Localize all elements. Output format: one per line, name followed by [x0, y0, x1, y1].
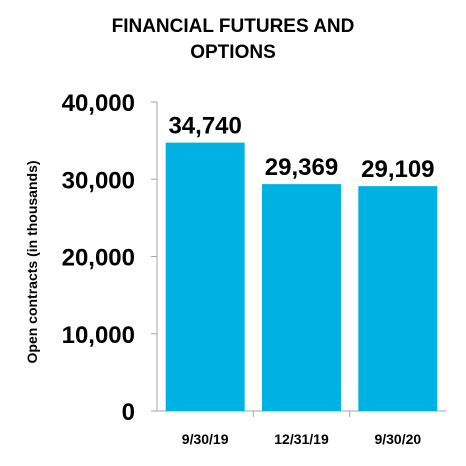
bar-12-31-19	[262, 184, 341, 411]
y-axis-title: Open contracts (in thousands)	[24, 160, 40, 363]
data-label: 29,369	[265, 154, 338, 181]
y-tick-label: 10,000	[62, 322, 135, 349]
x-category-label: 9/30/19	[182, 431, 229, 447]
chart-title-line-1: FINANCIAL FUTURES AND	[111, 16, 355, 37]
y-tick-label: 0	[122, 399, 135, 426]
y-tick-label: 20,000	[62, 245, 135, 272]
x-category-label: 9/30/20	[374, 431, 421, 447]
y-tick-label: 30,000	[62, 167, 135, 194]
data-label: 29,109	[361, 156, 434, 183]
y-tick-label: 40,000	[62, 90, 135, 117]
x-category-label: 12/31/19	[274, 431, 329, 447]
data-label: 34,740	[168, 113, 241, 140]
chart-title-line-2: OPTIONS	[190, 42, 276, 63]
bar-9-30-19	[165, 142, 245, 412]
bar-9-30-20	[358, 186, 438, 411]
chart-title: FINANCIAL FUTURES AND OPTIONS	[60, 14, 406, 66]
